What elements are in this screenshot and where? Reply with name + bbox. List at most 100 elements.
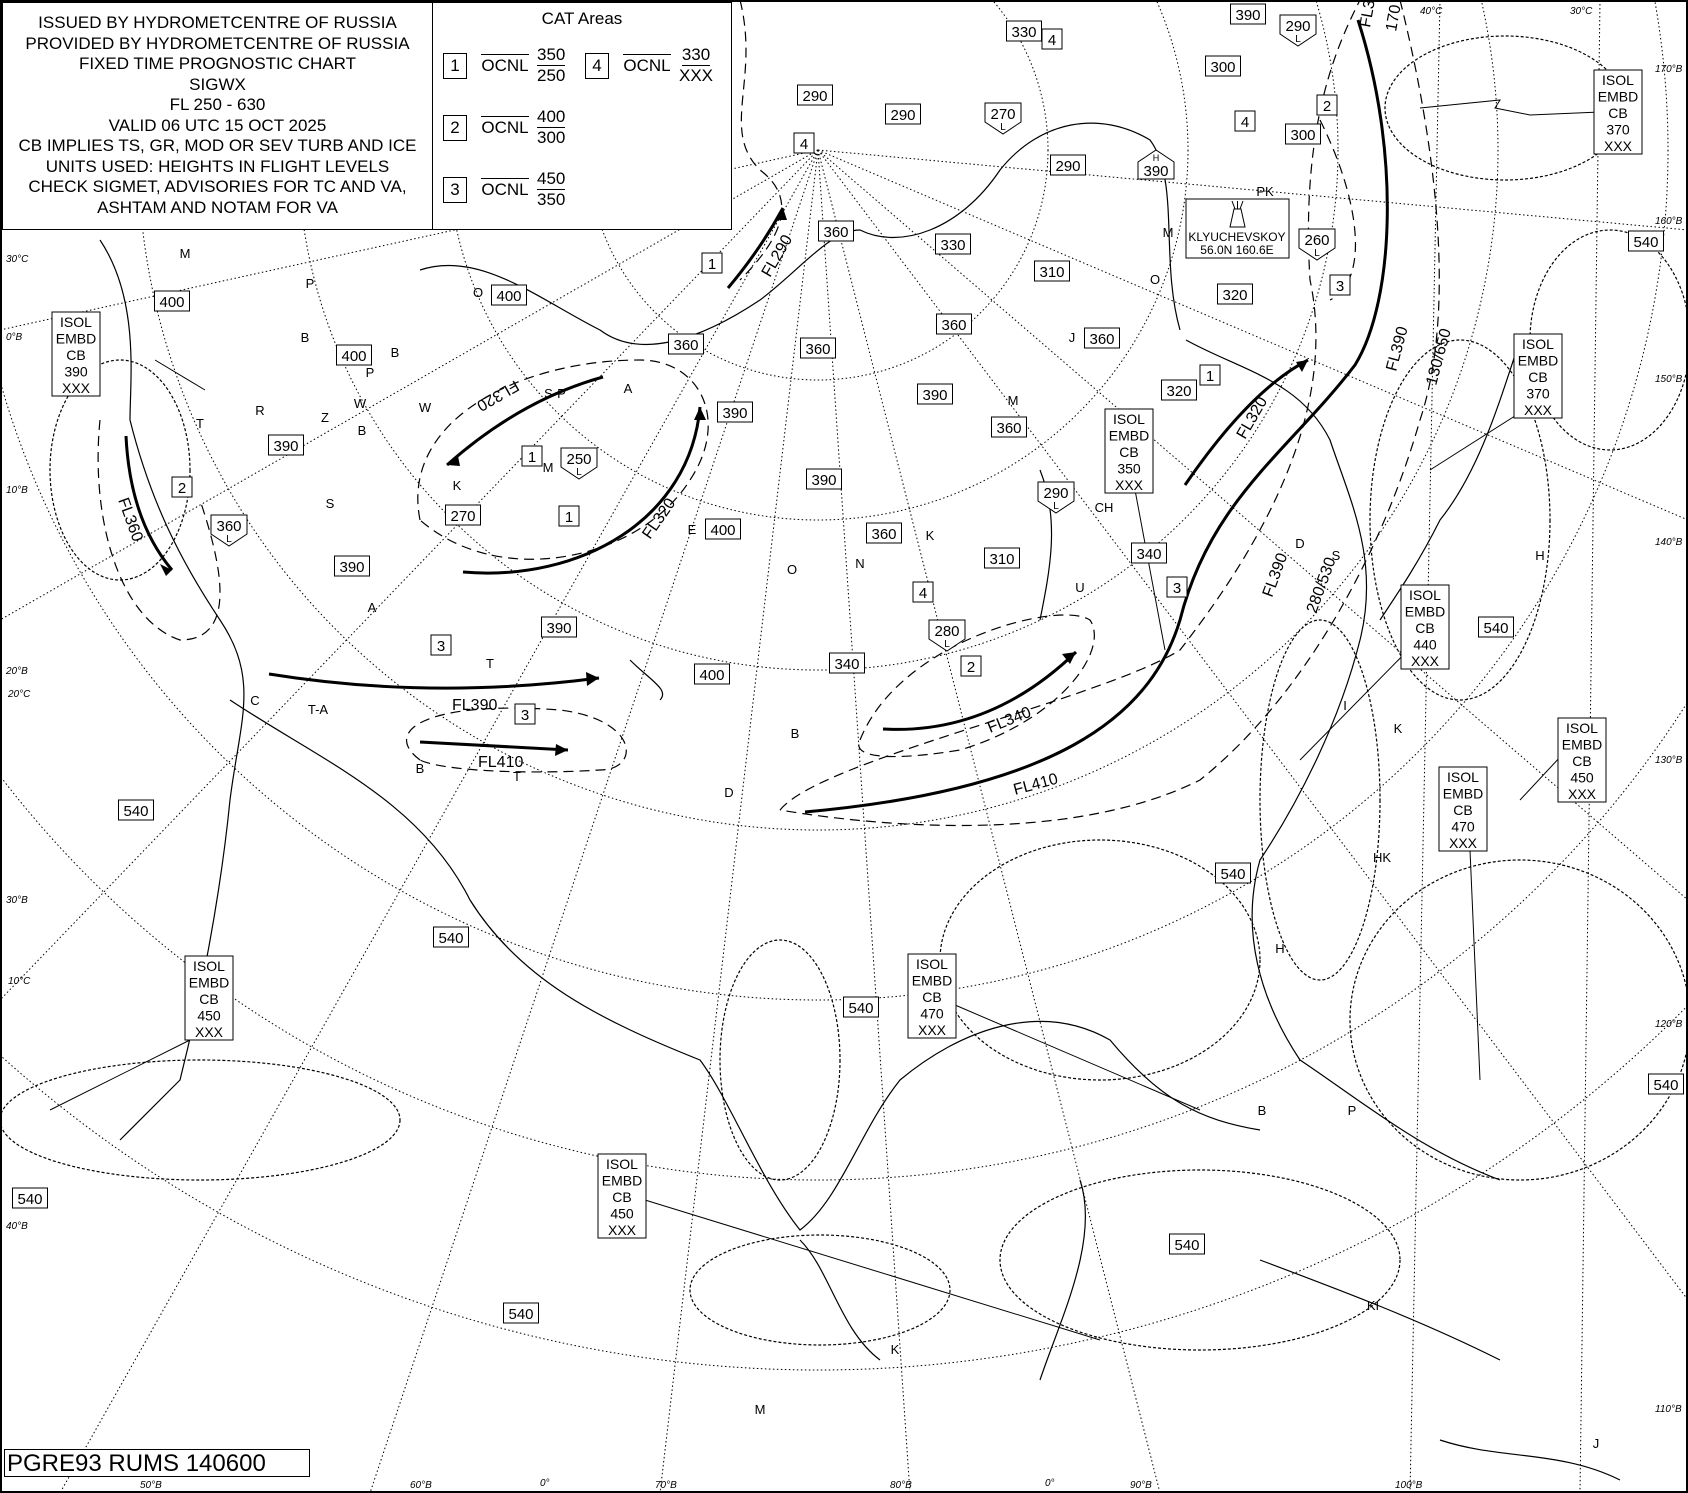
graticule-labels: 50°B 60°B 0° 70°B 80°B 0° 90°B 100°B 40°… [5, 6, 1683, 1491]
tropopause-height-box-frame [334, 555, 370, 577]
tropopause-low-type: L [1053, 501, 1059, 512]
bulletin-code: PGRE93 RUMS 140600 [4, 1449, 310, 1477]
freezing-level-box-value: 540 [1483, 620, 1508, 637]
tropopause-height-box: 390 [1230, 3, 1266, 25]
cat-area-top: 350 [537, 45, 566, 66]
cb-area-line: 370 [1526, 386, 1550, 402]
tropopause-height-box-value: 400 [710, 522, 735, 539]
tropopause-high-frame [1137, 149, 1175, 180]
tropopause-height-box: 360 [818, 220, 854, 242]
cat-area-marker: 4 [1234, 110, 1256, 132]
tropopause-height-box-value: 330 [1011, 24, 1036, 41]
tropopause-height-box-frame [1050, 154, 1086, 176]
station-marker: T [486, 656, 494, 671]
cb-area-line: XXX [608, 1222, 637, 1238]
cat-area-base: 350 [537, 190, 566, 209]
tropopause-height-box-value: 390 [1235, 7, 1260, 24]
freezing-level-box-frame [1169, 1233, 1205, 1255]
tropopause-height-box: 390 [334, 555, 370, 577]
cat-area-marker: 2 [960, 655, 982, 677]
graticule-label: 170°B [1655, 64, 1683, 75]
tropopause-height-box: 270 [445, 504, 481, 526]
cb-area-line: XXX [1604, 138, 1633, 154]
freezing-level-box-value: 540 [848, 1000, 873, 1017]
jet-stream-fl340 [882, 650, 1078, 731]
graticule-label: 80°B [890, 1480, 912, 1491]
station-marker: E [688, 522, 697, 537]
header-line: UNITS USED: HEIGHTS IN FLIGHT LEVELS [45, 156, 390, 176]
tropopause-height-box-frame [1205, 55, 1241, 77]
cb-area-line: 450 [197, 1008, 221, 1024]
graticule-label: 0°B [6, 332, 23, 343]
station-marker: B [416, 761, 425, 776]
tropopause-height-box-value: 320 [1222, 287, 1247, 304]
station-marker: T [196, 416, 204, 431]
tropopause-height-box-frame [829, 652, 865, 674]
tropopause-height-box-value: 390 [722, 405, 747, 422]
tropopause-low-value: 290 [1285, 18, 1310, 35]
jet-label: FL390 [1260, 551, 1292, 600]
station-marker: D [724, 785, 733, 800]
tropopause-height-box-frame [154, 290, 190, 312]
tropopause-height-box: 360 [800, 337, 836, 359]
cat-areas-title: CAT Areas [541, 9, 623, 28]
station-marker: CH [1095, 500, 1114, 515]
tropopause-height-box-frame [866, 522, 902, 544]
cat-area-marker-frame [514, 703, 536, 725]
freezing-level-box: 540 [503, 1302, 539, 1324]
cat-area-marker-number: 3 [521, 707, 529, 724]
station-marker: W [419, 400, 432, 415]
tropopause-low-value: 280 [934, 623, 959, 640]
tropopause-height-box-value: 340 [834, 656, 859, 673]
tropopause-height-box-value: 400 [699, 667, 724, 684]
station-marker: K [926, 528, 935, 543]
tropopause-height-box: 290 [885, 103, 921, 125]
cat-area-marker: 2 [171, 476, 193, 498]
graticule-label: 30°C [1570, 6, 1593, 17]
cat-area-base: XXX [679, 66, 714, 85]
cat-area-marker: 4 [793, 132, 815, 154]
station-marker: S-P [544, 386, 566, 401]
tropopause-height-box: 390 [806, 468, 842, 490]
cat-area-marker: 3 [1166, 576, 1188, 598]
cat-area-marker-number: 4 [1241, 114, 1249, 131]
cb-area-line: XXX [1411, 653, 1440, 669]
tropopause-height-box: 300 [1205, 55, 1241, 77]
tropopause-height-box-frame [445, 504, 481, 526]
tropopause-height-box-frame [935, 233, 971, 255]
cat-area-frequency: OCNL [479, 115, 531, 138]
cb-area-line: 440 [1413, 637, 1437, 653]
tropopause-height-box: 340 [1131, 542, 1167, 564]
cat-area-marker: 3 [430, 634, 452, 656]
cb-area-line: CB [1453, 802, 1472, 818]
freezing-level-box-value: 540 [438, 930, 463, 947]
jet-arrowheads [160, 208, 1308, 756]
cb-area-line: 390 [64, 364, 88, 380]
tropopause-height-box-frame [694, 663, 730, 685]
tropopause-height-box-frame [936, 313, 972, 335]
cb-area-box-frame [1593, 69, 1643, 155]
cb-area-box-frame [1557, 717, 1607, 803]
jet-label: FL3 [1357, 0, 1379, 29]
graticule-label: 40°C [1420, 6, 1443, 17]
tropopause-height-box-value: 360 [1089, 331, 1114, 348]
tropopause-height-box-value: 300 [1210, 59, 1235, 76]
cat-area-marker-number: 1 [565, 509, 573, 526]
graticule-label: 10°C [8, 976, 31, 987]
cb-area-line: EMBD [1443, 786, 1483, 802]
cat-area-number: 2 [443, 114, 467, 141]
graticule-label: 50°B [140, 1480, 162, 1491]
cat-area-marker-number: 1 [1206, 368, 1214, 385]
cat-area-top: 450 [537, 169, 566, 190]
tropopause-height-box-frame [268, 434, 304, 456]
freezing-level-box: 540 [1628, 230, 1664, 252]
tropopause-height-box-frame [797, 84, 833, 106]
cat-area-marker: 4 [1041, 28, 1063, 50]
tropopause-height-box-frame [800, 337, 836, 359]
freezing-level-box-frame [1215, 862, 1251, 884]
graticule-label: 0° [1045, 1478, 1055, 1489]
cb-area-line: EMBD [1598, 89, 1638, 105]
tropopause-height-box-value: 360 [996, 420, 1021, 437]
